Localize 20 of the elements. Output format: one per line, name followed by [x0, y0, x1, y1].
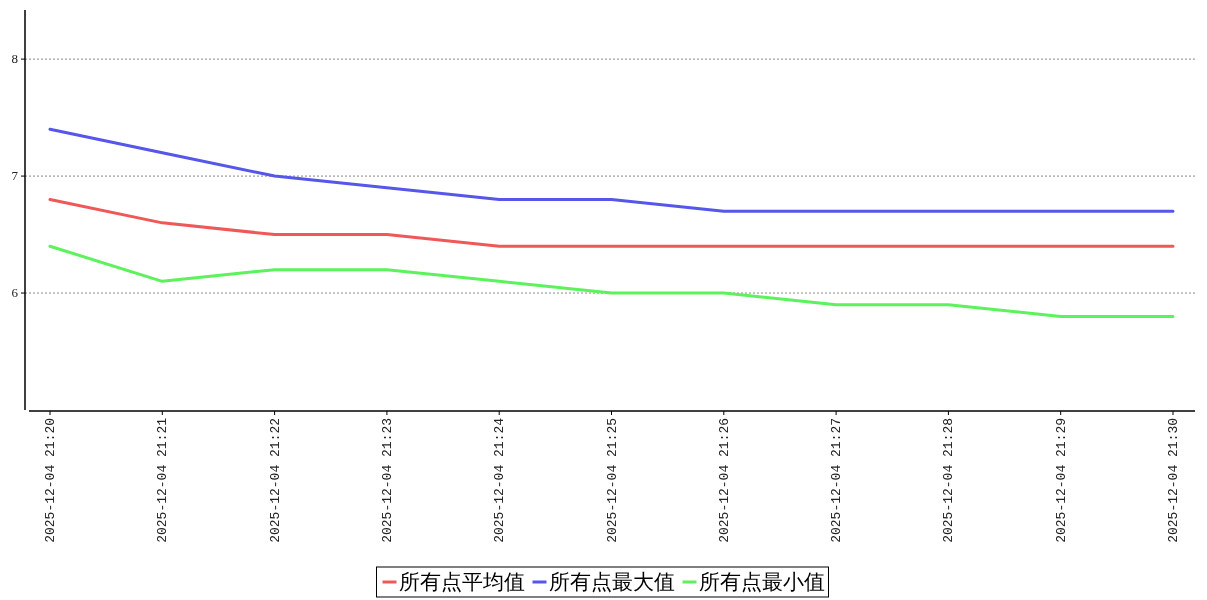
- x-tick-label: 2025-12-04 21:27: [829, 418, 845, 543]
- x-tick-label: 2025-12-04 21:30: [1166, 418, 1181, 543]
- y-tick-label: 7: [11, 168, 19, 184]
- x-tick-label: 2025-12-04 21:26: [716, 418, 732, 543]
- x-tick-label: 2025-12-04 21:29: [1053, 418, 1069, 543]
- x-tick-label: 2025-12-04 21:28: [941, 418, 957, 543]
- legend-label: 所有点最大值: [548, 570, 675, 594]
- x-tick-label: 2025-12-04 21:24: [492, 417, 508, 543]
- legend-label: 所有点平均值: [398, 570, 525, 594]
- y-tick-label: 6: [11, 285, 19, 301]
- y-tick-label: 8: [11, 51, 18, 67]
- legend-label: 所有点最小值: [698, 570, 825, 594]
- x-tick-label: 2025-12-04 21:20: [43, 418, 58, 543]
- x-tick-label: 2025-12-04 21:21: [155, 417, 171, 543]
- x-tick-label: 2025-12-04 21:23: [379, 418, 395, 543]
- line-series: [48, 197, 1175, 248]
- line-series: [48, 244, 1175, 318]
- line-series: [48, 127, 1175, 213]
- x-tick-label: 2025-12-04 21:22: [267, 418, 283, 543]
- x-tick-label: 2025-12-04 21:25: [604, 418, 620, 543]
